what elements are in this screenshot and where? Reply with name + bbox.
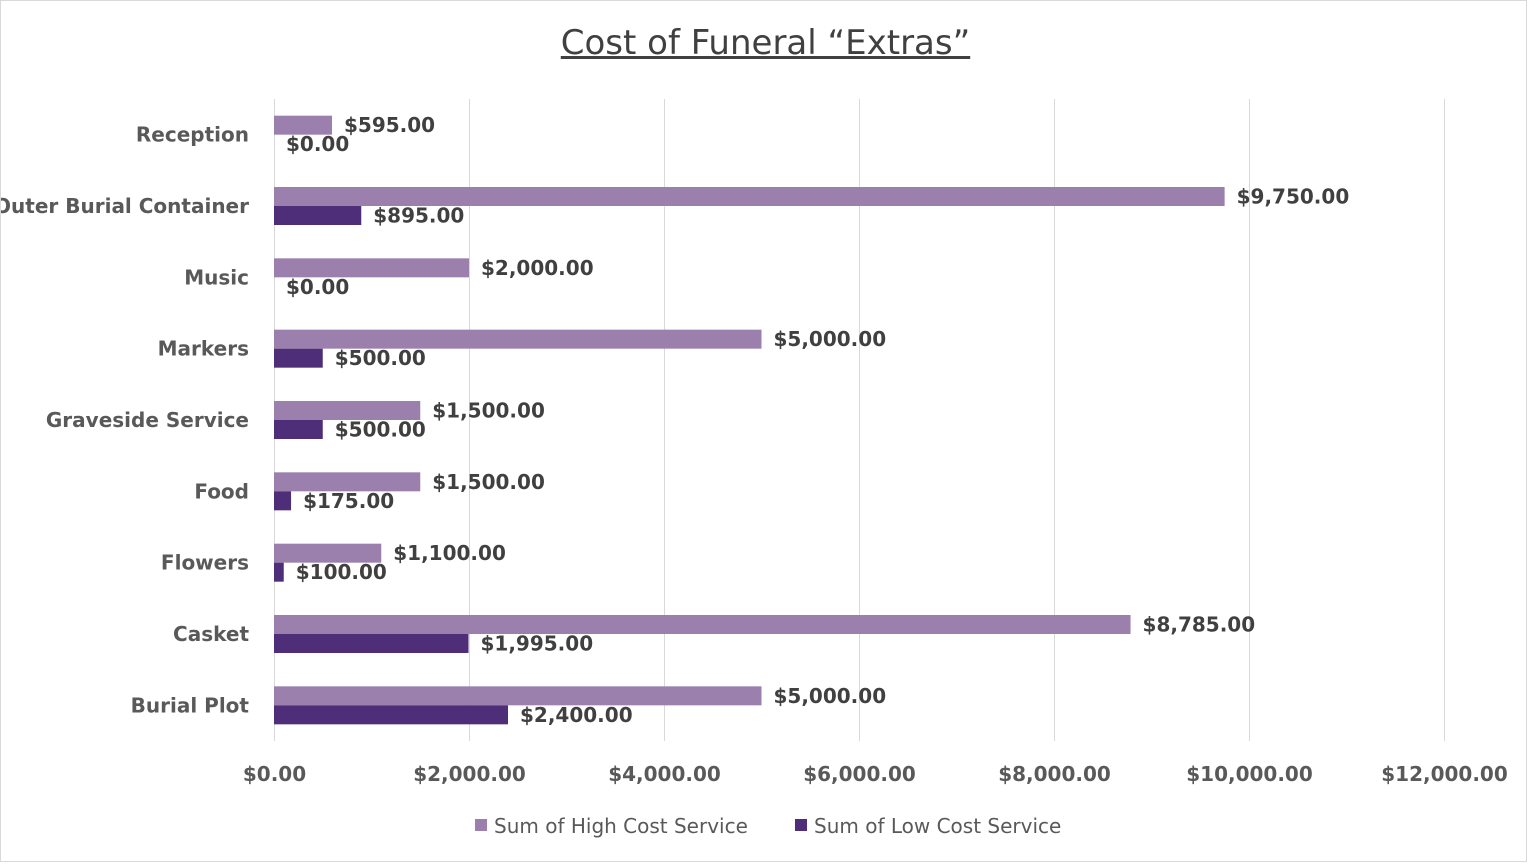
data-labels: $5,000.00 $2,400.00 $8,785.00 $1,995.00 $1,1…	[286, 113, 1349, 727]
data-label: $2,400.00	[520, 703, 633, 727]
category-label: Food	[194, 479, 249, 503]
data-label: $895.00	[373, 204, 464, 228]
x-tick-label: $4,000.00	[608, 762, 721, 786]
chart-title: Cost of Funeral “Extras”	[560, 23, 971, 63]
x-tick-label: $8,000.00	[998, 762, 1111, 786]
legend: Sum of High Cost Service Sum of Low Cost …	[475, 814, 1061, 838]
data-label: $100.00	[296, 560, 387, 584]
data-label: $0.00	[286, 275, 349, 299]
data-label: $2,000.00	[481, 256, 594, 280]
category-label: Graveside Service	[46, 408, 249, 432]
data-label: $1,500.00	[432, 399, 545, 423]
legend-label-low: Sum of Low Cost Service	[814, 814, 1061, 838]
data-label: $9,750.00	[1237, 185, 1350, 209]
category-label: Flowers	[161, 551, 249, 575]
x-tick-label: $2,000.00	[413, 762, 526, 786]
data-label: $175.00	[303, 489, 394, 513]
x-tick-label: $0.00	[243, 762, 306, 786]
x-tick-label: $10,000.00	[1186, 762, 1313, 786]
legend-swatch-high	[475, 819, 487, 831]
data-label: $1,100.00	[393, 541, 506, 565]
legend-label-high: Sum of High Cost Service	[494, 814, 748, 838]
category-label: Casket	[173, 622, 249, 646]
category-label: Music	[184, 265, 249, 289]
low-cost-bar	[274, 634, 469, 653]
data-label: $0.00	[286, 132, 349, 156]
low-cost-bar	[274, 348, 323, 368]
high-cost-bar	[274, 115, 333, 135]
high-cost-bar	[274, 329, 762, 349]
high-cost-bar	[274, 686, 762, 706]
data-label: $5,000.00	[774, 327, 887, 351]
low-cost-bar	[274, 491, 292, 511]
category-label: Outer Burial Container	[1, 194, 249, 218]
data-label: $500.00	[335, 346, 426, 370]
data-label: $500.00	[335, 418, 426, 442]
data-label: $1,995.00	[481, 632, 594, 656]
data-label: $595.00	[344, 113, 435, 137]
category-label: Reception	[136, 123, 249, 147]
high-cost-bar	[274, 472, 421, 492]
x-tick-label: $12,000.00	[1381, 762, 1508, 786]
low-cost-bar	[274, 206, 362, 225]
category-label: Markers	[158, 337, 249, 361]
high-cost-bar	[274, 258, 469, 278]
high-cost-bar	[274, 615, 1131, 634]
data-label: $1,500.00	[432, 470, 545, 494]
low-cost-bar	[274, 562, 284, 582]
bars	[274, 115, 1225, 725]
high-cost-bar	[274, 543, 382, 563]
data-label: $5,000.00	[774, 684, 887, 708]
legend-swatch-low	[795, 819, 807, 831]
low-cost-bar	[274, 705, 508, 725]
high-cost-bar	[274, 401, 421, 420]
category-label: Burial Plot	[131, 693, 250, 717]
axes: $0.00 $2,000.00 $4,000.00 $6,000.00 $8,000.0…	[1, 123, 1508, 786]
x-tick-label: $6,000.00	[803, 762, 916, 786]
data-label: $8,785.00	[1143, 613, 1256, 637]
low-cost-bar	[274, 420, 323, 439]
high-cost-bar	[274, 187, 1225, 206]
